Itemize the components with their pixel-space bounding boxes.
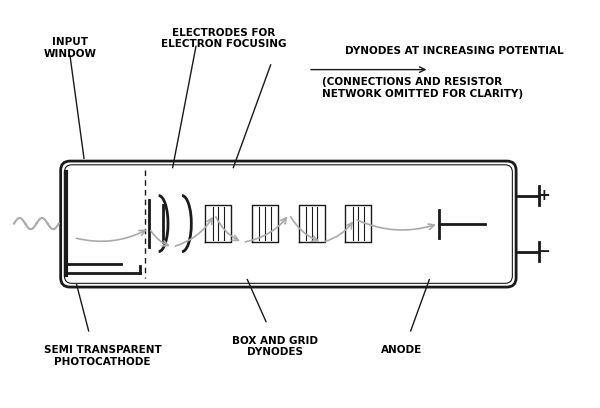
Text: SEMI TRANSPARENT
PHOTOCATHODE: SEMI TRANSPARENT PHOTOCATHODE (44, 345, 161, 366)
Text: BOX AND GRID
DYNODES: BOX AND GRID DYNODES (232, 336, 319, 357)
Text: DYNODES AT INCREASING POTENTIAL: DYNODES AT INCREASING POTENTIAL (346, 46, 564, 56)
Text: INPUT
WINDOW: INPUT WINDOW (43, 37, 97, 58)
Text: ANODE: ANODE (380, 345, 422, 355)
FancyBboxPatch shape (61, 161, 516, 287)
Text: +: + (538, 188, 550, 203)
Text: −: − (538, 244, 550, 259)
Text: (CONNECTIONS AND RESISTOR
NETWORK OMITTED FOR CLARITY): (CONNECTIONS AND RESISTOR NETWORK OMITTE… (322, 78, 523, 99)
Text: ELECTRODES FOR
ELECTRON FOCUSING: ELECTRODES FOR ELECTRON FOCUSING (161, 28, 287, 49)
